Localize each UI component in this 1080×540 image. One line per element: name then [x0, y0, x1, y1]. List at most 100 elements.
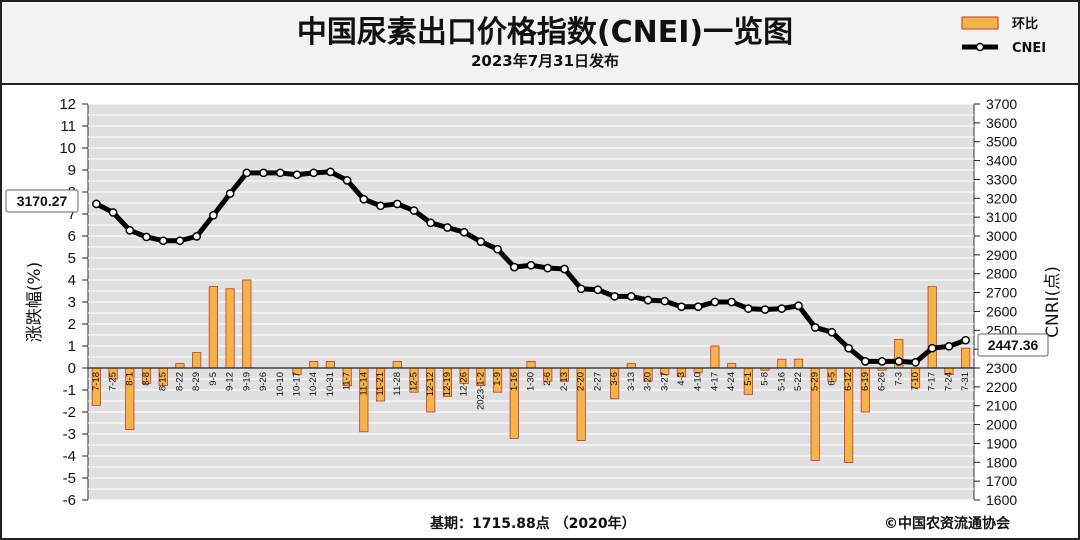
copyright-note: ©中国农资流通协会 [884, 515, 1011, 532]
callout-start-value: 3170.27 [17, 193, 68, 209]
chart-title: 中国尿素出口价格指数(CNEI)一览图 [297, 15, 793, 50]
x-tick-label: 5-16 [776, 372, 787, 391]
x-tick-label: 12-5 [408, 372, 419, 391]
x-tick-label: 11-28 [392, 372, 403, 396]
x-tick-label: 7-24 [943, 372, 954, 391]
y-left-tick-label: 1 [68, 338, 76, 355]
x-tick-label: 7-25 [108, 372, 119, 391]
x-tick-label: 1-30 [526, 372, 537, 391]
y-left-tick-label: 3 [68, 294, 76, 311]
cnei-point [259, 168, 268, 178]
callout-start: 3170.27 [5, 189, 79, 213]
cnei-point [844, 343, 853, 353]
y-right-tick-label: 3200 [986, 190, 1017, 206]
bar [961, 347, 971, 369]
y-right-tick-label: 3700 [986, 96, 1017, 112]
y-right-tick-label: 1700 [986, 473, 1017, 489]
bar [777, 358, 787, 369]
cnei-point [409, 206, 419, 215]
x-tick-label: 2-13 [559, 372, 570, 391]
cnei-point [459, 227, 469, 237]
cnei-point [275, 168, 285, 178]
y-right-tick-label: 1800 [986, 454, 1017, 470]
x-tick-label: 9-12 [225, 372, 236, 391]
x-tick-label: 4-17 [709, 372, 720, 391]
bar [325, 360, 335, 369]
y-left-tick-label: 0 [68, 360, 76, 377]
cnei-point [543, 263, 553, 273]
bar [693, 367, 703, 373]
y-left-tick-label: 10 [59, 140, 76, 157]
bar [392, 360, 402, 369]
legend-line-marker [975, 42, 985, 52]
callout-start-box [5, 189, 79, 213]
bar [793, 358, 804, 369]
cnei-point [292, 170, 302, 180]
x-tick-label: 5-1 [743, 372, 754, 386]
cnei-point [743, 304, 753, 313]
y-right-tick-label: 3600 [986, 115, 1017, 131]
x-tick-label: 6-5 [826, 372, 837, 386]
y-right-tick-label: 2900 [986, 247, 1017, 263]
y-left-tick-label: -2 [63, 404, 76, 421]
x-tick-label: 12-26 [459, 372, 470, 396]
x-tick-label: 2-6 [542, 372, 553, 386]
cnei-point [961, 335, 970, 345]
x-tick-label: 7-3 [893, 372, 904, 386]
header-band [2, 2, 1078, 84]
x-tick-label: 12-12 [425, 372, 436, 396]
cnei-point [92, 199, 101, 209]
cnei-point [342, 176, 352, 185]
x-tick-label: 2-20 [576, 372, 587, 391]
cnei-point [493, 244, 502, 254]
bar [710, 345, 720, 369]
y-left-tick-label: -1 [63, 382, 76, 399]
cnei-point [643, 295, 653, 305]
cnei-point [593, 285, 603, 295]
x-tick-label: 7-31 [960, 372, 971, 391]
cnei-point [727, 297, 736, 307]
x-tick-label: 10-10 [275, 372, 286, 396]
x-tick-label: 5-29 [810, 372, 821, 391]
y-right-tick-label: 2100 [986, 398, 1017, 414]
cnei-point [626, 291, 636, 301]
bar [192, 352, 202, 369]
cnei-point [426, 218, 436, 228]
x-tick-label: 3-27 [659, 372, 670, 391]
cnei-point [794, 301, 803, 311]
y-right-tick-label: 2300 [986, 360, 1017, 376]
cnei-point [693, 302, 703, 312]
y-left-tick-label: 9 [68, 162, 76, 179]
bar [626, 363, 636, 369]
cnei-point [209, 210, 218, 220]
cnei-point [242, 168, 252, 178]
cnei-point [710, 297, 720, 307]
cnei-point [760, 305, 770, 314]
x-tick-label: 12-19 [442, 372, 453, 396]
y-right-tick-label: 3400 [986, 153, 1017, 169]
x-tick-label: 2023-1-2 [475, 372, 486, 410]
x-tick-label: 8-22 [174, 372, 185, 391]
cnei-point [560, 264, 569, 274]
legend-bar-swatch [961, 16, 999, 30]
x-tick-label: 2-27 [592, 372, 603, 391]
x-tick-label: 8-29 [191, 372, 202, 391]
x-tick-label: 1-9 [492, 372, 503, 386]
y-right-tick-label: 3500 [986, 134, 1017, 150]
cnei-point [326, 167, 335, 177]
cnei-point [443, 223, 452, 232]
x-tick-label: 10-24 [308, 372, 319, 396]
cnei-point [660, 296, 670, 306]
cnei-point [309, 168, 319, 178]
y-right-tick-label: 3300 [986, 171, 1017, 187]
x-tick-label: 3-13 [626, 372, 637, 391]
legend: 环比 CNEI [961, 16, 1046, 56]
x-tick-label: 7-10 [910, 372, 921, 391]
x-tick-label: 3-20 [643, 372, 654, 391]
bar [242, 279, 252, 369]
bar [225, 288, 235, 369]
cnei-point [376, 201, 385, 211]
y-left-tick-label: 2 [68, 316, 76, 333]
y-right-tick-label: 1900 [986, 435, 1017, 451]
